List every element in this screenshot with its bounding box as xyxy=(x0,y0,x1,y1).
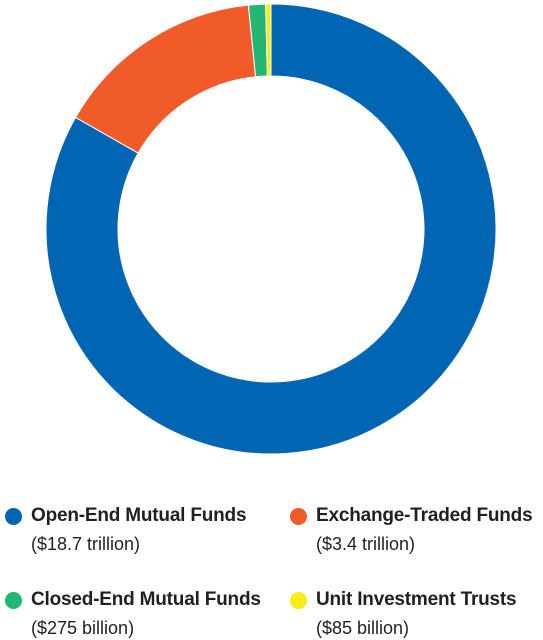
donut-slice-open-end-mutual-funds xyxy=(45,3,497,455)
legend: Open-End Mutual Funds ($18.7 trillion) E… xyxy=(0,500,543,638)
donut-slice-exchange-traded-funds xyxy=(74,4,257,154)
legend-swatch-exchange-traded-funds xyxy=(290,508,307,525)
legend-label-closed-end-mutual-funds: Closed-End Mutual Funds xyxy=(31,589,261,610)
legend-value-closed-end-mutual-funds: ($275 billion) xyxy=(31,618,135,638)
legend-label-unit-investment-trusts: Unit Investment Trusts xyxy=(316,589,517,610)
legend-label-exchange-traded-funds: Exchange-Traded Funds xyxy=(316,505,533,526)
legend-label-open-end-mutual-funds: Open-End Mutual Funds xyxy=(31,505,247,526)
legend-swatch-open-end-mutual-funds xyxy=(5,508,22,525)
legend-swatch-unit-investment-trusts xyxy=(290,592,307,609)
legend-swatch-closed-end-mutual-funds xyxy=(5,592,22,609)
donut-chart xyxy=(45,3,497,455)
legend-value-unit-investment-trusts: ($85 billion) xyxy=(316,618,410,638)
donut-slice-unit-investment-trusts xyxy=(265,3,272,77)
legend-value-exchange-traded-funds: ($3.4 trillion) xyxy=(316,534,416,554)
legend-value-open-end-mutual-funds: ($18.7 trillion) xyxy=(31,534,141,554)
